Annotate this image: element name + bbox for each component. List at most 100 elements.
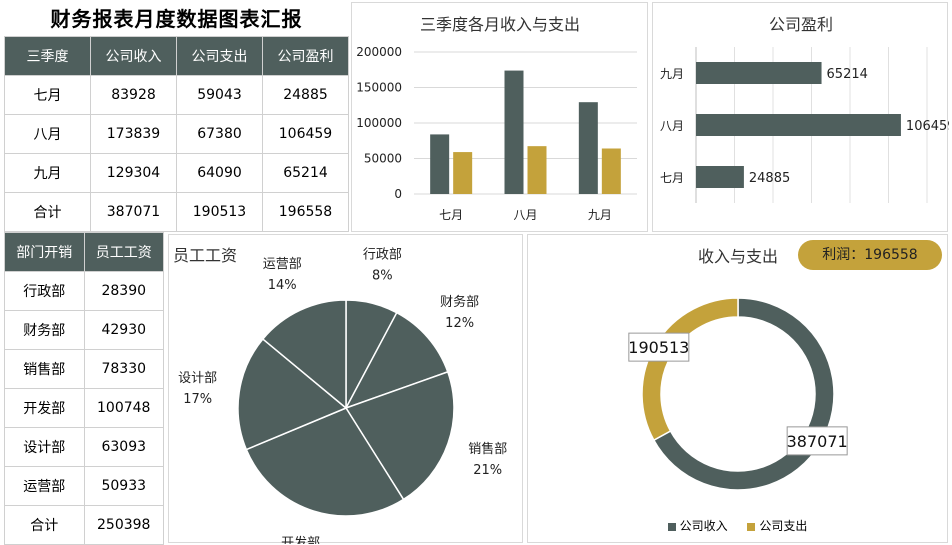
bar-profit <box>696 166 744 188</box>
table-cell[interactable]: 42930 <box>83 310 164 350</box>
dashboard-title: 财务报表月度数据图表汇报 <box>50 7 303 31</box>
quarter-header-cell[interactable]: 公司支出 <box>176 36 263 76</box>
table-cell[interactable]: 九月 <box>4 153 91 193</box>
table-cell[interactable]: 28390 <box>83 271 164 311</box>
monthly-bar-chart[interactable]: 三季度各月收入与支出 0 50000 100000 150000 200000 七月 八月 九月 <box>351 2 648 232</box>
slice-category-label: 开发部 <box>281 535 320 544</box>
table-row: 设计部 63093 <box>4 427 164 467</box>
bar-income <box>504 70 524 194</box>
table-cell[interactable]: 开发部 <box>4 388 85 428</box>
table-cell[interactable]: 合计 <box>4 505 85 545</box>
bar-expense <box>601 148 621 194</box>
quarter-header-cell[interactable]: 公司盈利 <box>262 36 349 76</box>
table-cell[interactable]: 50933 <box>83 466 164 506</box>
donut-segment <box>652 297 835 491</box>
table-cell[interactable]: 59043 <box>176 75 263 115</box>
table-row: 财务部 42930 <box>4 310 164 350</box>
chart-title: 收入与支出 <box>698 247 778 266</box>
table-row: 行政部 28390 <box>4 271 164 311</box>
slice-percent-label: 12% <box>445 316 474 331</box>
table-row: 运营部 50933 <box>4 466 164 506</box>
table-cell[interactable]: 七月 <box>4 75 91 115</box>
table-cell[interactable]: 24885 <box>262 75 349 115</box>
table-cell[interactable]: 设计部 <box>4 427 85 467</box>
legend-swatch <box>747 522 756 531</box>
slice-category-label: 运营部 <box>263 257 302 272</box>
slice-percent-label: 21% <box>473 463 502 478</box>
pie-slice <box>237 337 348 451</box>
table-row: 开发部 100748 <box>4 388 164 428</box>
bar-expense <box>527 146 547 194</box>
income-expense-donut-chart[interactable]: 收入与支出 387071 190513 利润：196558 公司收入 公司支出 <box>527 234 948 543</box>
slice-category-label: 销售部 <box>468 441 507 457</box>
table-cell[interactable]: 运营部 <box>4 466 85 506</box>
table-cell[interactable]: 行政部 <box>4 271 85 311</box>
table-cell[interactable]: 63093 <box>83 427 164 467</box>
value-label: 190513 <box>628 338 689 357</box>
table-cell[interactable]: 65214 <box>262 153 349 193</box>
donut-segment <box>641 297 739 442</box>
legend-item[interactable]: 公司支出 <box>747 517 807 534</box>
slice-percent-label: 8% <box>372 268 393 283</box>
table-cell[interactable]: 106459 <box>262 114 349 154</box>
x-tick-label: 九月 <box>588 208 612 222</box>
table-cell[interactable]: 173839 <box>90 114 177 154</box>
table-cell[interactable]: 100748 <box>83 388 164 428</box>
bar-income <box>578 102 598 194</box>
dept-table-header: 部门开销 员工工资 <box>4 232 164 272</box>
y-tick-label: 150000 <box>356 81 402 95</box>
slice-percent-label: 17% <box>183 392 212 407</box>
y-tick-label: 八月 <box>660 119 684 133</box>
table-cell[interactable]: 83928 <box>90 75 177 115</box>
table-row: 八月 173839 67380 106459 <box>4 114 349 154</box>
value-label: 387071 <box>787 432 848 451</box>
table-cell[interactable]: 67380 <box>176 114 263 154</box>
dept-header-cell[interactable]: 员工工资 <box>83 232 164 272</box>
x-tick-label: 八月 <box>513 208 537 222</box>
table-cell[interactable]: 八月 <box>4 114 91 154</box>
legend-swatch <box>667 522 676 531</box>
table-cell[interactable]: 196558 <box>262 192 349 232</box>
data-label: 65214 <box>827 67 868 82</box>
table-cell[interactable]: 78330 <box>83 349 164 389</box>
table-cell[interactable]: 合计 <box>4 192 91 232</box>
quarter-header-cell[interactable]: 公司收入 <box>90 36 177 76</box>
slice-percent-label: 14% <box>268 278 297 293</box>
quarter-table: 三季度 公司收入 公司支出 公司盈利 七月 83928 59043 24885 … <box>4 36 349 232</box>
table-cell[interactable]: 财务部 <box>4 310 85 350</box>
table-cell[interactable]: 250398 <box>83 505 164 545</box>
chart-title: 公司盈利 <box>769 15 833 34</box>
quarter-table-header: 三季度 公司收入 公司支出 公司盈利 <box>4 36 349 76</box>
table-cell[interactable]: 387071 <box>90 192 177 232</box>
y-tick-label: 50000 <box>364 152 402 166</box>
legend-label: 公司支出 <box>759 519 808 533</box>
y-tick-label: 九月 <box>660 67 684 81</box>
x-tick-label: 七月 <box>439 208 463 222</box>
dept-header-cell[interactable]: 部门开销 <box>4 232 85 272</box>
pie-slice <box>344 370 455 501</box>
bar-profit <box>696 114 901 136</box>
chart-title: 员工工资 <box>173 246 237 265</box>
slice-category-label: 设计部 <box>178 371 217 386</box>
pie-slice <box>245 407 405 517</box>
pie-slice <box>344 311 449 410</box>
table-row: 合计 250398 <box>4 505 164 545</box>
donut-chart-svg: 收入与支出 387071 190513 <box>628 247 848 491</box>
quarter-header-cell[interactable]: 三季度 <box>4 36 91 76</box>
bar-expense <box>453 152 473 194</box>
value-label-box <box>628 332 690 362</box>
donut-legend: 公司收入 公司支出 <box>528 517 947 534</box>
monthly-bar-chart-svg: 三季度各月收入与支出 0 50000 100000 150000 200000 七月 八月 九月 <box>356 15 637 222</box>
table-cell[interactable]: 129304 <box>90 153 177 193</box>
chart-title: 三季度各月收入与支出 <box>420 15 580 34</box>
table-cell[interactable]: 190513 <box>176 192 263 232</box>
legend-item[interactable]: 公司收入 <box>667 517 728 534</box>
dept-table: 部门开销 员工工资 行政部 28390 财务部 42930 销售部 78330 开发部… <box>4 232 164 545</box>
table-cell[interactable]: 销售部 <box>4 349 85 389</box>
table-cell[interactable]: 64090 <box>176 153 263 193</box>
y-tick-label: 0 <box>394 187 402 201</box>
